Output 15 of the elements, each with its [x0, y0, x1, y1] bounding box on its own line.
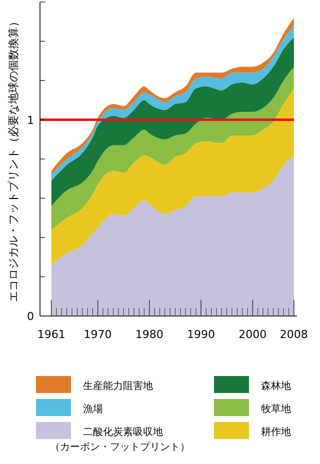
y-axis-title: エコロジカル・フットプリント（必要な地球の個数換算） [7, 16, 20, 302]
legend-label: 漁場 [83, 403, 103, 415]
x-tick-label: 1970 [84, 328, 112, 341]
x-tick-label: 2008 [280, 328, 308, 341]
legend-label: 二酸化炭素吸収地（カーボン・フットプリント） [50, 426, 190, 453]
y-tick-label: 0 [27, 310, 34, 323]
x-tick-label: 1961 [37, 328, 66, 341]
legend-label: 生産能力阻害地 [83, 380, 153, 392]
legend-label: 耕作地 [261, 426, 291, 438]
y-tick-label: 1 [27, 114, 34, 127]
x-tick-label: 2000 [238, 328, 267, 341]
x-tick-label: 1990 [187, 328, 216, 341]
legend-label: 森林地 [261, 380, 291, 392]
legend-label: 牧草地 [261, 403, 291, 415]
x-tick-label: 1980 [135, 328, 164, 341]
